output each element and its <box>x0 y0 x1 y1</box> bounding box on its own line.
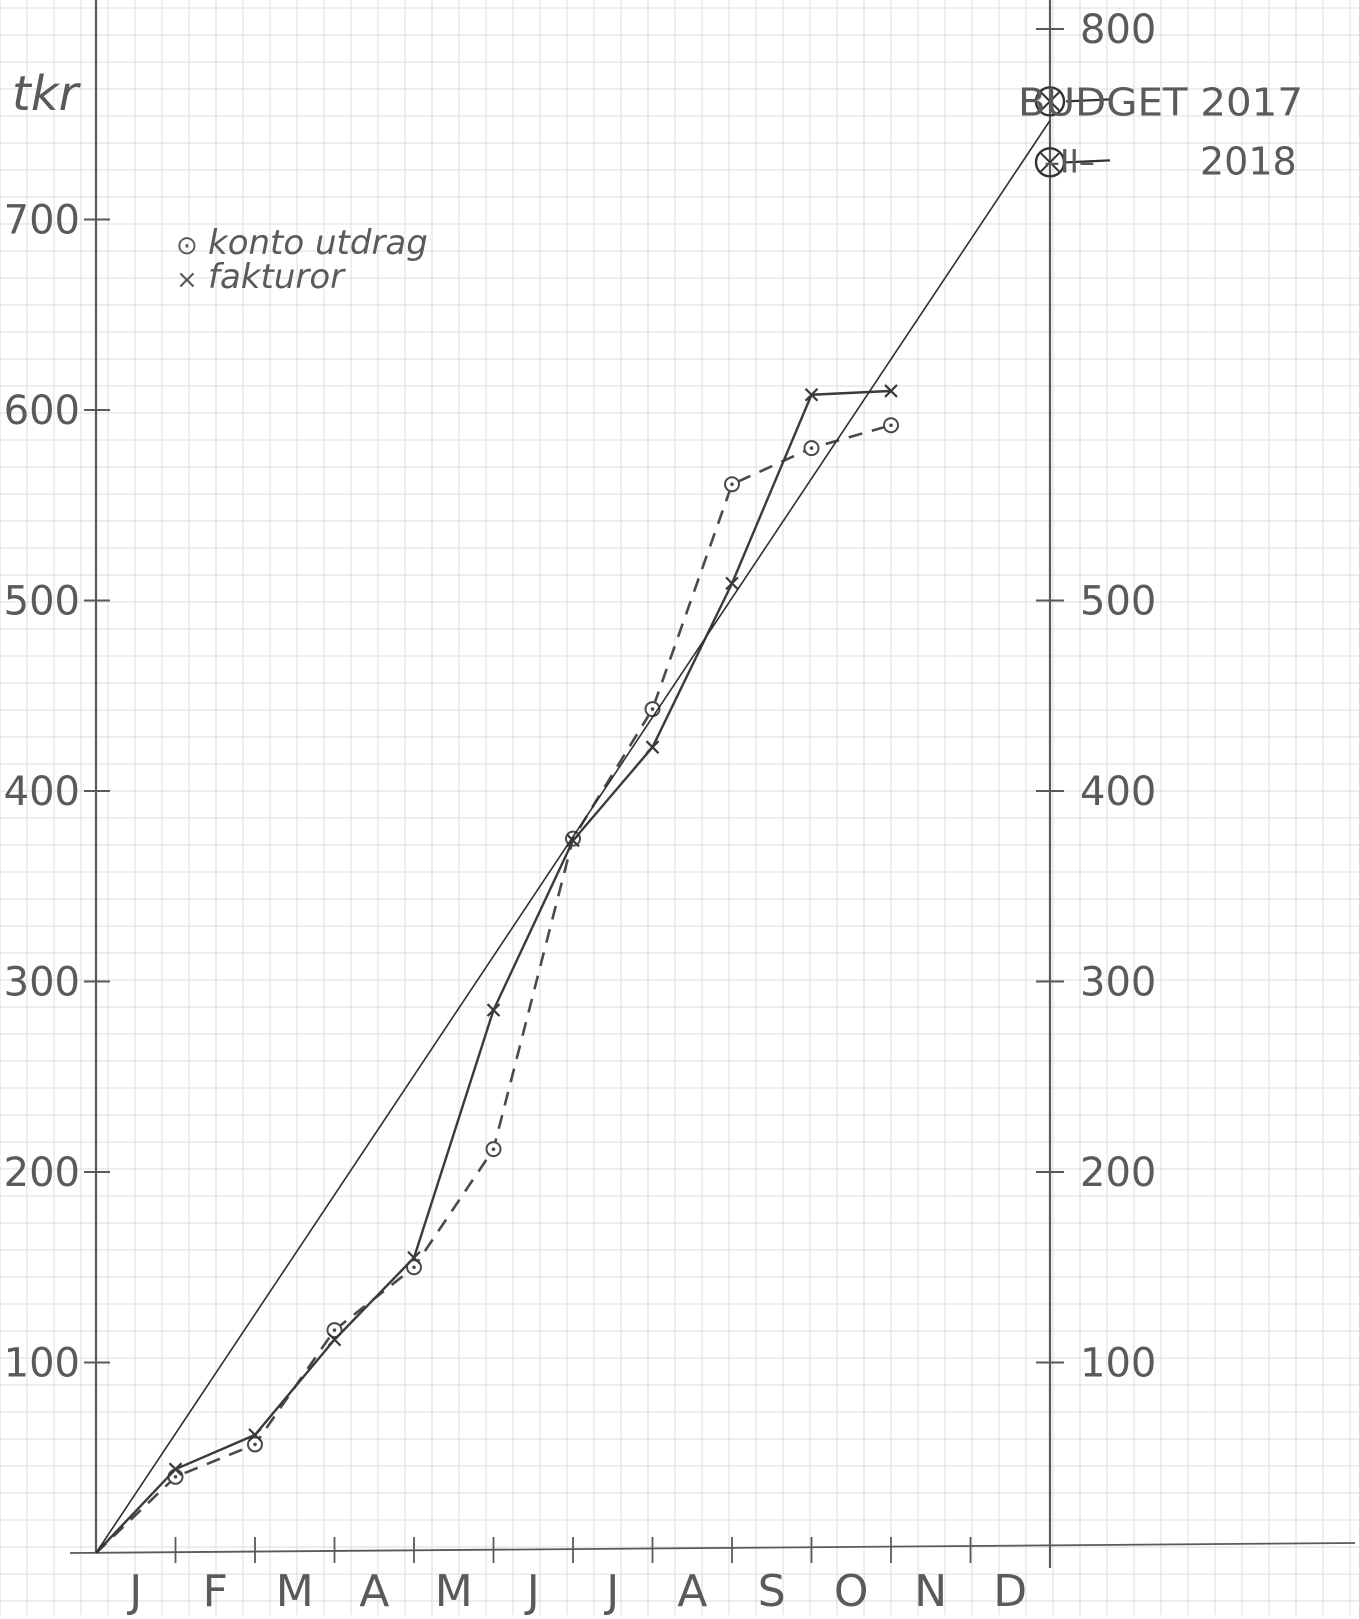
data-point-circle <box>326 1322 343 1339</box>
x-tick-label: J <box>524 1566 540 1615</box>
left-y-tick-label: 100 <box>4 1341 80 1387</box>
data-point-x <box>566 833 580 848</box>
data-point-x <box>168 1462 183 1476</box>
x-tick-label: M <box>435 1566 473 1615</box>
data-point-x <box>645 740 660 754</box>
data-point-x <box>725 576 739 591</box>
data-point-x <box>407 1250 421 1265</box>
left-y-tick-label: 700 <box>4 198 80 244</box>
x-tick-label: M <box>276 1566 314 1615</box>
series-line <box>95 119 1051 1554</box>
data-point-circle <box>485 1141 502 1158</box>
x-tick-label: D <box>993 1566 1027 1615</box>
annotation-leader <box>1065 98 1111 103</box>
x-tick-label: J <box>603 1566 619 1615</box>
legend-marker: ⊙ <box>176 231 198 261</box>
data-point-circle <box>247 1436 263 1453</box>
budget-annotation: –II– 2018 <box>1034 139 1297 183</box>
right-y-tick-label: 800 <box>1080 7 1156 53</box>
x-tick-label: O <box>834 1566 869 1615</box>
legend: ⊙ konto utdrag × fakturor <box>176 223 428 297</box>
left-y-tick-label: 600 <box>4 388 80 434</box>
annotation-marker <box>1034 86 1066 117</box>
x-tick-label: F <box>203 1566 228 1615</box>
legend-marker: × <box>176 265 198 295</box>
data-point-circle <box>724 476 740 493</box>
legend-label: fakturor <box>208 257 346 297</box>
series-fakturor <box>95 384 898 1554</box>
annotation-marker <box>1034 147 1066 178</box>
right-y-tick-label: 100 <box>1080 1341 1156 1387</box>
x-axis <box>69 1542 1356 1554</box>
left-y-tick-label: 200 <box>4 1150 80 1196</box>
annotation-text: –II– <box>1044 142 1095 180</box>
left-y-tick-label: 500 <box>4 579 80 625</box>
x-tick-label: A <box>359 1566 389 1615</box>
x-tick-label: A <box>677 1566 707 1615</box>
right-y-tick-label: 200 <box>1080 1150 1156 1196</box>
data-point-circle <box>406 1259 422 1276</box>
x-tick-label: S <box>758 1566 786 1615</box>
data-point-circle <box>167 1468 184 1485</box>
annotation-text: BUDGET 2017 <box>1018 80 1303 124</box>
data-point-x <box>884 384 898 398</box>
right-y-tick-label: 400 <box>1080 769 1156 815</box>
data-point-circle <box>883 417 899 434</box>
x-tick-label: N <box>914 1566 947 1615</box>
legend-label: konto utdrag <box>208 223 428 263</box>
budget-annotation: BUDGET 2017 <box>1018 80 1303 124</box>
right-y-tick-label: 500 <box>1080 579 1156 625</box>
left-y-tick-label: 400 <box>4 769 80 815</box>
annotation-leader <box>1065 159 1111 164</box>
data-point-x <box>486 1003 501 1017</box>
x-tick-label: J <box>126 1566 142 1615</box>
y-axis-label: tkr <box>12 66 82 122</box>
data-point-x <box>327 1332 342 1347</box>
annotation-text: 2018 <box>1200 139 1297 183</box>
series-line <box>95 389 892 1554</box>
series-budget-line <box>95 119 1051 1554</box>
series-line <box>95 423 892 1554</box>
left-y-tick-label: 300 <box>4 960 80 1006</box>
right-y-tick-label: 300 <box>1080 960 1156 1006</box>
data-point-x <box>248 1428 262 1442</box>
data-point-x <box>804 387 819 402</box>
data-point-circle <box>803 440 820 457</box>
